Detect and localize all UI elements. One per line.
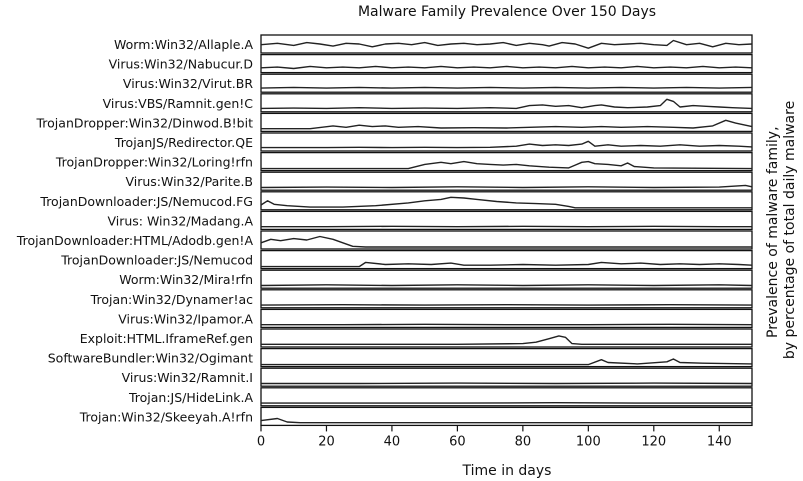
x-tick-label: 20 [318, 434, 335, 449]
panel-frame [260, 328, 753, 348]
x-tick-label: 80 [515, 434, 532, 449]
series-label: TrojanDownloader:JS/Nemucod.FG [39, 194, 253, 209]
series-panel: Virus:VBS/Ramnit.gen!C [103, 93, 753, 113]
series-label: Exploit:HTML.IframeRef.gen [80, 331, 253, 346]
series-panel: Virus:Win32/Ipamor.A [118, 308, 753, 329]
series-line [260, 184, 753, 189]
series-line [261, 358, 753, 366]
series-label: Trojan:Win32/Dynamer!ac [90, 292, 253, 307]
panel-frame [260, 347, 753, 368]
series-label: Virus:VBS/Ramnit.gen!C [103, 96, 254, 111]
series-panel: Virus:Win32/Virut.BR [123, 73, 753, 93]
x-tick-label: 60 [449, 434, 466, 449]
y-axis-label: Prevalence of malware family, by percent… [765, 101, 798, 359]
x-tick-label: 120 [641, 434, 666, 449]
series-panel: Virus: Win32/Madang.A [107, 210, 753, 231]
panel-frame [260, 171, 753, 191]
series-panel: Trojan:Win32/Dynamer!ac [90, 289, 753, 309]
series-panel: Trojan:Win32/Skeeyah.A!rfn [79, 406, 753, 427]
chart-panels: Worm:Win32/Allaple.A Virus:Win32/Nabucur.… [16, 34, 753, 427]
panel-frame [260, 406, 753, 427]
x-tick-label: 140 [707, 434, 732, 449]
x-tick-label: 40 [384, 434, 401, 449]
series-panel: TrojanDownloader:JS/Nemucod.FG [39, 191, 753, 211]
y-axis-label-line-2: by percentage of total daily malware [782, 101, 798, 359]
x-tick-label: 100 [576, 434, 601, 449]
series-panel: TrojanDownloader:JS/Nemucod [60, 249, 753, 270]
series-label: Worm:Win32/Mira!rfn [119, 272, 253, 287]
panel-frame [260, 210, 753, 231]
panel-frame [260, 367, 753, 387]
series-panel: Worm:Win32/Mira!rfn [119, 269, 753, 289]
series-panel: TrojanDropper:Win32/Loring!rfn [55, 151, 753, 172]
series-panel: Virus:Win32/Nabucur.D [109, 53, 753, 74]
series-line [261, 140, 753, 149]
series-panel: Virus:Win32/Parite.B [125, 171, 753, 191]
panel-frame [260, 73, 753, 93]
series-label: Worm:Win32/Allaple.A [114, 37, 253, 52]
chart-title: Malware Family Prevalence Over 150 Days [358, 4, 656, 20]
series-panel: TrojanDropper:Win32/Dinwod.B!bit [36, 112, 753, 133]
series-label: TrojanDownloader:HTML/Adodb.gen!A [16, 233, 254, 248]
series-line [260, 196, 752, 209]
series-label: Trojan:Win32/Skeeyah.A!rfn [79, 409, 253, 424]
series-label: Virus:Win32/Ramnit.I [122, 370, 253, 385]
series-line [260, 98, 753, 110]
series-line [261, 261, 753, 268]
panel-frame [260, 387, 753, 407]
series-panel: Exploit:HTML.IframeRef.gen [80, 328, 753, 348]
series-label: Virus: Win32/Madang.A [107, 213, 253, 228]
series-label: Virus:Win32/Virut.BR [123, 76, 253, 91]
series-panel: Virus:Win32/Ramnit.I [122, 367, 753, 387]
series-label: TrojanDropper:Win32/Dinwod.B!bit [36, 115, 254, 130]
series-panel: Worm:Win32/Allaple.A [114, 34, 753, 54]
series-label: Virus:Win32/Nabucur.D [109, 57, 253, 72]
series-line [261, 119, 753, 130]
series-panel: TrojanJS/Redirector.QE [114, 132, 753, 152]
series-label: SoftwareBundler:Win32/Ogimant [48, 351, 253, 366]
series-panel: TrojanDownloader:HTML/Adodb.gen!A [16, 230, 753, 250]
series-panel: Trojan:JS/HideLink.A [128, 387, 753, 407]
panel-frame [260, 269, 753, 289]
panel-frame [260, 132, 753, 152]
series-label: Virus:Win32/Parite.B [125, 174, 253, 189]
series-line [260, 65, 753, 70]
series-line [260, 235, 752, 248]
series-line [261, 160, 753, 170]
series-label: Virus:Win32/Ipamor.A [118, 311, 253, 326]
panel-frame [260, 230, 753, 250]
panel-frame [260, 151, 753, 172]
panel-frame [260, 53, 753, 74]
series-label: TrojanDownloader:JS/Nemucod [60, 253, 253, 268]
series-line [260, 417, 752, 424]
series-panel: SoftwareBundler:Win32/Ogimant [48, 347, 753, 368]
x-tick-label: 0 [257, 434, 265, 449]
panel-frame [260, 112, 753, 133]
series-label: TrojanJS/Redirector.QE [114, 135, 253, 150]
panel-frame [260, 308, 753, 329]
y-axis-label-line-1: Prevalence of malware family, [765, 126, 781, 338]
series-line [260, 86, 753, 89]
panel-frame [260, 289, 753, 309]
series-label: TrojanDropper:Win32/Loring!rfn [55, 155, 253, 170]
panel-frame [260, 93, 753, 113]
x-axis-label: Time in days [462, 463, 552, 479]
series-line [261, 335, 752, 345]
series-label: Trojan:JS/HideLink.A [128, 390, 253, 405]
series-line [260, 284, 753, 287]
series-line [260, 39, 753, 49]
x-axis: 0 20 40 60 80 100 120 140 [257, 425, 732, 449]
